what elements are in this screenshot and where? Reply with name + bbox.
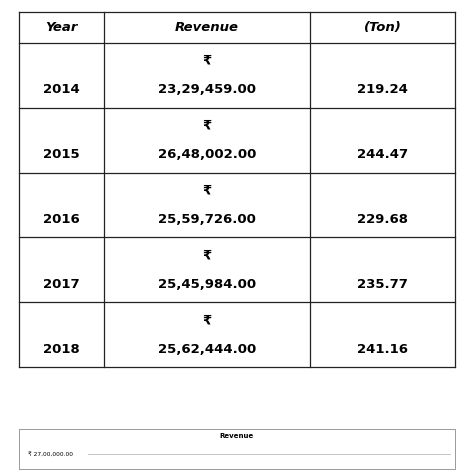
Text: ₹: ₹ bbox=[202, 314, 211, 327]
Text: ₹: ₹ bbox=[202, 249, 211, 262]
Text: 25,59,726.00: 25,59,726.00 bbox=[158, 213, 255, 226]
Text: Revenue: Revenue bbox=[175, 21, 239, 34]
Text: 25,62,444.00: 25,62,444.00 bbox=[157, 343, 256, 356]
Text: (Ton): (Ton) bbox=[364, 21, 401, 34]
Text: 241.16: 241.16 bbox=[357, 343, 408, 356]
Text: 244.47: 244.47 bbox=[357, 148, 408, 161]
Text: ₹: ₹ bbox=[202, 55, 211, 67]
Text: 2014: 2014 bbox=[43, 83, 80, 96]
Text: ₹ 27,00,000.00: ₹ 27,00,000.00 bbox=[28, 451, 73, 456]
Text: 25,45,984.00: 25,45,984.00 bbox=[158, 278, 256, 291]
Text: 219.24: 219.24 bbox=[357, 83, 408, 96]
Text: ₹: ₹ bbox=[202, 184, 211, 197]
Text: ₹: ₹ bbox=[202, 119, 211, 132]
Text: 235.77: 235.77 bbox=[357, 278, 408, 291]
Text: 229.68: 229.68 bbox=[357, 213, 408, 226]
Text: Year: Year bbox=[45, 21, 78, 34]
Text: 2017: 2017 bbox=[43, 278, 80, 291]
Text: 23,29,459.00: 23,29,459.00 bbox=[158, 83, 255, 96]
Text: Revenue: Revenue bbox=[220, 433, 254, 439]
Text: 2016: 2016 bbox=[43, 213, 80, 226]
Text: 2018: 2018 bbox=[43, 343, 80, 356]
Text: 2015: 2015 bbox=[43, 148, 80, 161]
Text: 26,48,002.00: 26,48,002.00 bbox=[157, 148, 256, 161]
